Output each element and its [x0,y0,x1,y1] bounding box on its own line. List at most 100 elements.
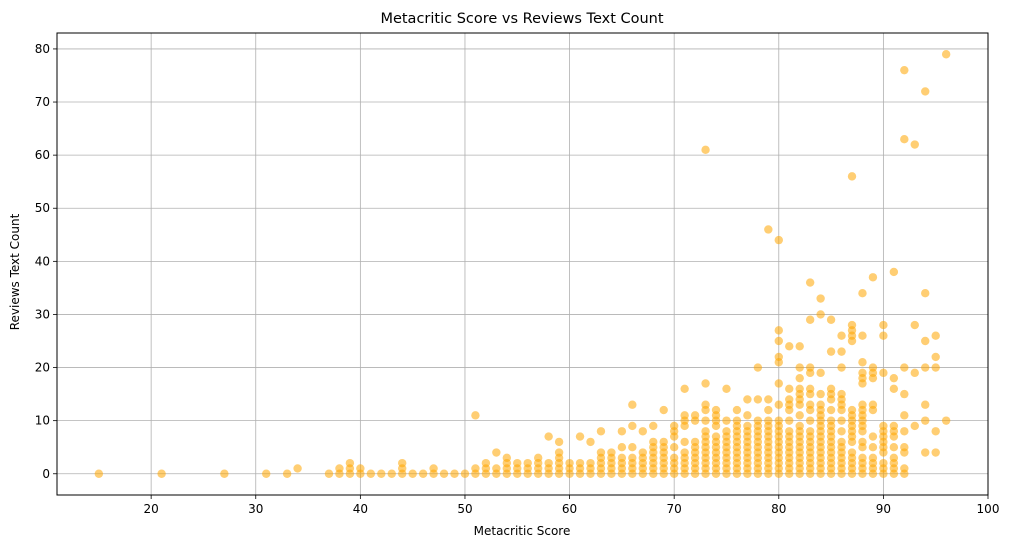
data-point [847,320,857,330]
x-tick-label: 80 [771,502,786,516]
data-point [941,50,951,59]
data-point [356,464,365,473]
data-point [837,347,846,356]
data-point [795,384,804,393]
data-point [879,368,888,378]
data-point [858,289,867,298]
data-point [931,331,940,340]
data-point [837,363,846,372]
data-point [753,363,763,372]
data-point [868,400,878,409]
data-point [774,326,783,335]
data-points [94,50,951,478]
data-point [921,87,930,96]
data-point [900,65,909,75]
data-point [774,379,783,388]
data-point [805,315,815,324]
data-point [868,432,878,441]
data-point [628,443,637,452]
data-point [931,448,940,457]
data-point [669,443,679,452]
data-point [690,411,700,420]
data-point [805,384,815,393]
data-point [900,464,909,473]
data-point [858,368,867,378]
data-point [847,448,857,457]
data-point [502,453,512,463]
data-point [764,395,773,404]
data-point [837,427,846,436]
data-point [690,437,700,447]
data-point [837,437,846,447]
data-point [774,336,783,346]
data-point [701,379,710,388]
data-point [910,421,919,431]
data-point [900,135,909,144]
data-point [910,140,919,149]
data-point [596,427,606,436]
data-point [858,400,867,409]
data-point [680,411,689,420]
data-point [492,448,501,457]
data-point [575,458,585,468]
data-point [879,331,888,340]
y-tick-label: 20 [35,361,50,375]
data-point [544,458,553,468]
x-tick-label: 70 [667,502,682,516]
y-tick-label: 0 [42,467,50,481]
data-point [732,416,742,425]
data-point [921,400,930,409]
data-point [544,432,553,441]
data-point [408,469,417,478]
data-point [293,464,302,473]
y-tick-label: 70 [35,95,50,109]
data-point [868,273,878,282]
data-point [879,320,888,330]
data-point [774,416,783,425]
x-tick-label: 20 [144,502,159,516]
data-point [554,437,564,447]
data-point [837,389,846,399]
data-point [858,453,867,463]
data-point [669,421,679,431]
x-tick-label: 50 [457,502,472,516]
data-point [931,352,940,362]
data-point [931,427,940,436]
data-point [366,469,376,478]
data-point [282,469,292,478]
data-point [900,427,909,436]
data-point [826,384,836,393]
data-point [826,405,836,415]
data-point [335,464,344,473]
data-point [805,427,815,436]
data-point [753,416,763,425]
y-tick-label: 80 [35,42,50,56]
data-point [586,458,595,468]
data-point [941,416,951,425]
data-point [398,458,407,468]
data-point [858,358,867,367]
data-point [743,411,752,420]
data-point [805,278,815,287]
data-point [847,172,857,181]
data-point [523,458,532,468]
data-point [805,416,815,425]
data-point [889,267,899,277]
data-point [607,448,616,457]
data-point [743,395,752,404]
plot-frame [56,32,989,496]
data-point [826,315,836,324]
data-point [377,469,386,478]
y-tick-label: 10 [35,414,50,428]
data-point [900,389,909,399]
data-point [722,384,731,393]
data-point [931,363,940,372]
data-point [638,448,647,457]
data-point [816,310,825,319]
data-point [900,363,909,372]
data-point [816,294,825,303]
data-point [921,336,930,346]
data-point [94,469,104,478]
data-point [785,416,794,425]
data-point [732,405,742,415]
